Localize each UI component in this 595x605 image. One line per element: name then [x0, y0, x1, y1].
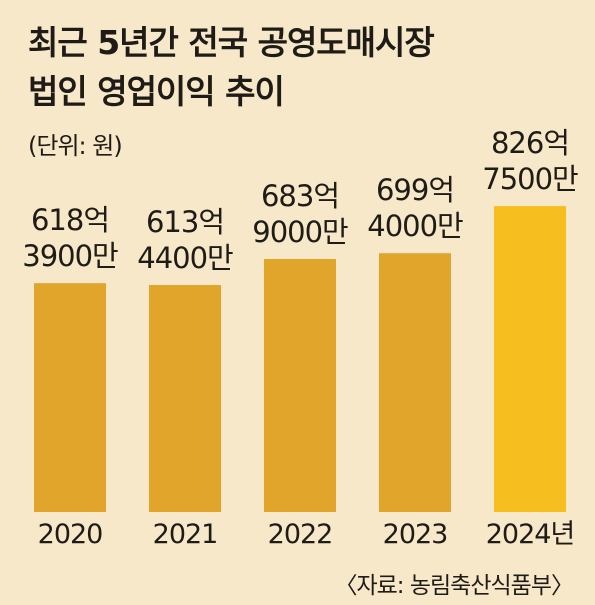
bar-2021 [149, 285, 221, 512]
data-label-line1: 618억 [31, 203, 109, 237]
category-label: 2024년 [486, 519, 575, 550]
bar-2024년 [494, 206, 566, 513]
source-note: 〈자료: 농림축산식품부〉 [334, 573, 574, 599]
data-label-line1: 699억 [376, 173, 454, 207]
bar-2020 [34, 283, 106, 512]
data-label-line1: 613억 [146, 205, 224, 239]
category-label: 2021 [153, 519, 218, 550]
chart-title: 최근 5년간 전국 공영도매시장 법인 영업이익 추이 [28, 23, 435, 111]
category-label: 2023 [383, 519, 448, 550]
data-label-line2: 4400만 [137, 241, 233, 275]
bar-2023 [379, 253, 451, 513]
category-label: 2020 [38, 519, 103, 550]
data-label-line2: 3900만 [22, 239, 118, 273]
unit-label: (단위: 원) [28, 132, 123, 160]
data-label-line2: 4000만 [367, 209, 463, 243]
data-label-line2: 9000만 [252, 215, 348, 249]
data-label-line1: 683억 [261, 179, 339, 213]
bar-2022 [264, 258, 336, 512]
data-label-line2: 7500만 [482, 162, 578, 196]
category-label: 2022 [268, 519, 333, 550]
data-label-line1: 826억 [491, 126, 569, 160]
